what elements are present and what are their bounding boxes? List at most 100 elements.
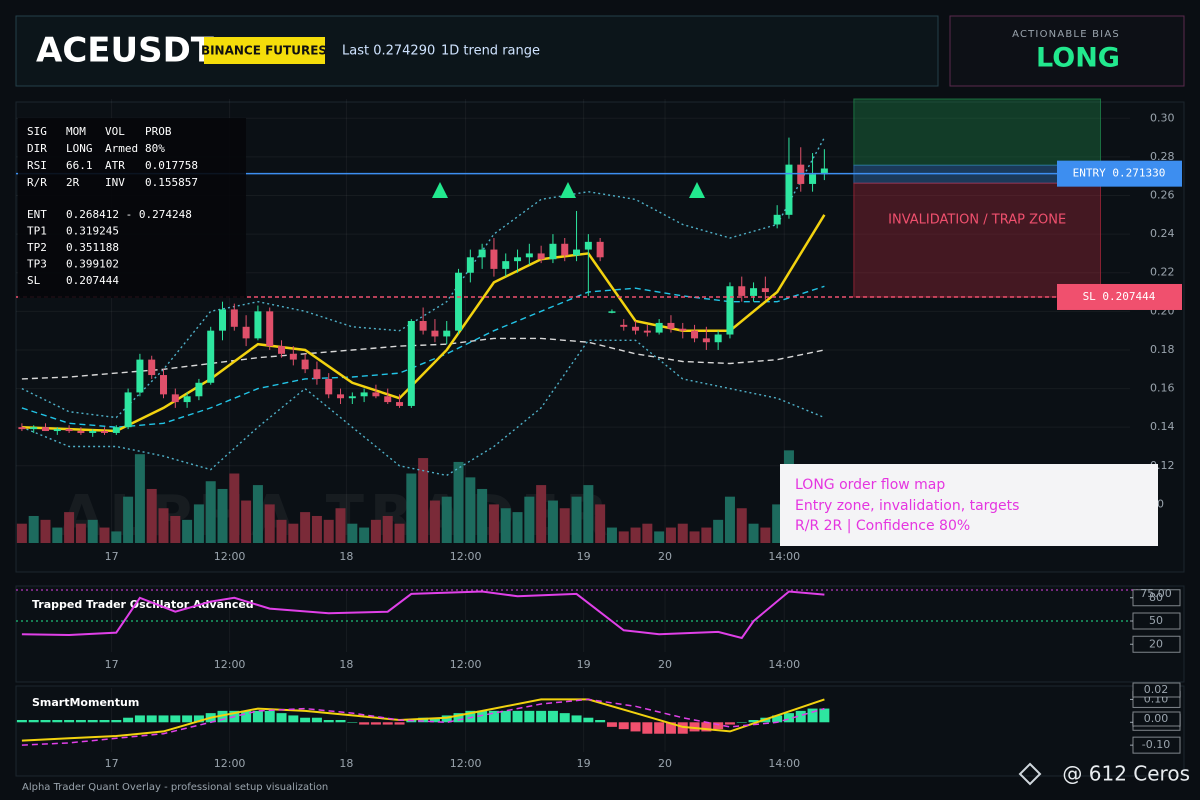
candle-body <box>42 427 50 432</box>
y-tick-box <box>1132 589 1181 607</box>
histogram-bar <box>559 713 570 723</box>
histogram-bar <box>146 715 157 723</box>
candle-body <box>466 257 474 273</box>
info-cell: 0.207444 <box>66 274 119 287</box>
volume-bar <box>760 527 771 543</box>
volume-bar <box>441 496 452 543</box>
candle-body <box>773 214 781 225</box>
info-cell: VOL <box>105 125 125 138</box>
candle-body <box>443 330 451 337</box>
histogram-bar <box>311 717 322 723</box>
x-tick-label: 19 <box>577 550 591 563</box>
histogram-bar <box>512 710 523 723</box>
volume-bar <box>170 515 181 543</box>
candle-body <box>431 330 439 337</box>
volume-bar <box>418 458 429 543</box>
y-tick-label: 20 <box>1149 637 1163 650</box>
momentum-panel <box>15 685 1185 777</box>
info-cell: SIG <box>27 125 47 138</box>
volume-bar <box>748 523 759 543</box>
candle-body <box>679 328 687 331</box>
histogram-bar <box>193 715 204 723</box>
volume-bar <box>736 508 747 543</box>
exchange-badge-text: BINANCE FUTURES <box>201 44 327 58</box>
volume-bar <box>453 461 464 543</box>
info-cell: 0.319245 <box>66 225 119 238</box>
histogram-bar <box>288 715 299 723</box>
y-tick-label: 0.14 <box>1150 420 1175 433</box>
signal-arrow <box>560 182 576 198</box>
info-cell: 66.1 <box>66 159 93 172</box>
candle-body <box>112 427 120 433</box>
candle-body <box>761 288 769 293</box>
histogram-bar <box>571 715 582 723</box>
histogram-bar <box>465 710 476 723</box>
histogram-bar <box>536 710 547 723</box>
x-tick-label: 12:00 <box>450 550 482 563</box>
indicator-line <box>21 285 825 428</box>
volume-bar <box>665 527 676 543</box>
y-tick-label: -0.10 <box>1142 738 1170 751</box>
credit-logo <box>1018 762 1042 786</box>
candle-body <box>478 249 486 258</box>
histogram-bar <box>111 720 122 723</box>
volume-bar <box>347 523 358 543</box>
top-label: 75.00 <box>1140 587 1172 600</box>
volume-bar <box>229 473 240 543</box>
histogram-bar <box>252 710 263 723</box>
symbol: ACEUSDT <box>36 31 215 71</box>
candle-body <box>620 324 628 327</box>
value-badge: 0.02 <box>1144 683 1169 696</box>
info-cell: RSI <box>27 159 47 172</box>
volume-bar <box>571 496 582 543</box>
volume-bar <box>382 515 393 543</box>
volume-bar <box>477 488 488 543</box>
candle-body <box>325 378 333 395</box>
y-tick-label: 0.28 <box>1150 150 1175 163</box>
annotation-line: LONG order flow map <box>795 477 945 493</box>
volume-bar <box>323 519 334 543</box>
histogram-bar <box>64 720 75 723</box>
candle-body <box>702 338 710 343</box>
bias-panel <box>949 15 1185 87</box>
histogram-bar <box>40 720 51 723</box>
info-cell: INV <box>105 176 125 189</box>
candle-body <box>490 249 498 269</box>
sl-label: SL 0.207444 <box>1083 290 1156 303</box>
candle-body <box>171 394 179 403</box>
histogram-bar <box>642 722 653 734</box>
candle-body <box>195 382 203 397</box>
info-cell: 80% <box>145 142 165 155</box>
candle-body <box>242 326 250 339</box>
x-tick-label: 18 <box>339 757 353 770</box>
info-cell: TP1 <box>27 225 47 238</box>
volume-bar <box>618 531 629 543</box>
info-cell: MOM <box>66 125 86 138</box>
volume-bar <box>182 519 193 543</box>
histogram-bar <box>819 708 830 723</box>
entry-label: ENTRY 0.271330 <box>1073 167 1166 180</box>
x-tick-label: 20 <box>658 550 672 563</box>
candle-body <box>348 396 356 399</box>
volume-bar <box>394 523 405 543</box>
footer: Alpha Trader Quant Overlay - professiona… <box>22 782 328 793</box>
x-tick-label: 18 <box>339 550 353 563</box>
candle-body <box>455 272 463 331</box>
info-cell: SL <box>27 274 41 287</box>
volume-bar <box>595 504 606 543</box>
candle-body <box>608 311 616 313</box>
annotation-box <box>780 464 1158 546</box>
x-tick-label: 19 <box>577 757 591 770</box>
candle-body <box>266 311 274 347</box>
histogram-bar <box>783 713 794 723</box>
histogram-bar <box>500 710 511 723</box>
histogram-bar <box>394 722 405 725</box>
histogram-bar <box>335 720 346 723</box>
candle-body <box>372 392 380 397</box>
volume-bar <box>16 523 27 543</box>
info-cell: Armed <box>105 142 138 155</box>
volume-bar <box>99 527 110 543</box>
histogram-bar <box>689 722 700 732</box>
volume-bar <box>630 527 641 543</box>
candle-body <box>502 261 510 269</box>
